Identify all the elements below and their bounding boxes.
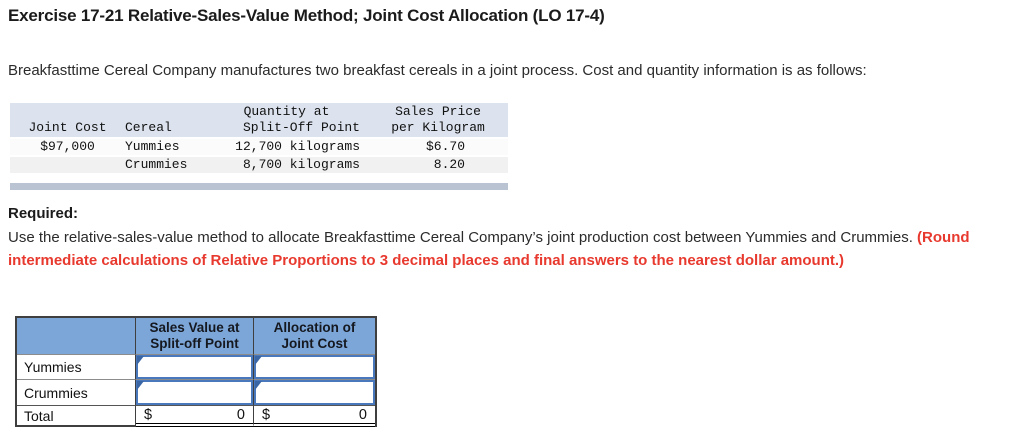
required-text-rounding-note: (Round intermediate calculations of Rela… [8, 229, 970, 269]
currency-symbol: $ [144, 406, 153, 423]
cell-crummies-allocation [254, 379, 375, 405]
allocation-worksheet-table: Sales Value at Split-off Point Allocatio… [15, 316, 377, 427]
joint-cost-value: $97,000 [40, 139, 95, 154]
cost-row-crummies: Crummies 8,700 kilograms 8.20 [10, 155, 508, 173]
total-allocation-value: 0 [358, 406, 367, 423]
input-sales-value-yummies[interactable] [136, 355, 253, 379]
cost-table-footer-band [10, 183, 508, 190]
required-text-normal: Use the relative-sales-value method to a… [8, 229, 918, 246]
input-sales-value-crummies[interactable] [136, 380, 253, 405]
col-header-cereal: Cereal [125, 120, 172, 135]
price-value: 8.20 [433, 157, 465, 172]
col-header-joint-cost: Joint Cost [28, 120, 107, 135]
worksheet-header-sales-value: Sales Value at Split-off Point [136, 318, 254, 354]
col-header-quantity-line1: Quantity at [243, 104, 330, 119]
cereal-name: Yummies [125, 139, 180, 154]
col-header-quantity-line2: Split-Off Point [242, 120, 360, 135]
cereal-name: Crummies [125, 157, 188, 172]
total-allocation-cell: $ 0 [254, 405, 375, 427]
quantity-value: 12,700 kilograms [235, 139, 360, 154]
price-value: $6.70 [425, 139, 465, 154]
cost-row-yummies: $97,000 Yummies 12,700 kilograms $6.70 [10, 137, 508, 155]
row-label-total: Total [17, 405, 136, 427]
cell-yummies-allocation [254, 354, 375, 379]
cell-yummies-sales-value [136, 354, 254, 379]
col-header-price-line1: Sales Price [395, 104, 481, 119]
worksheet-header-empty [17, 318, 136, 354]
currency-symbol: $ [262, 406, 271, 423]
worksheet-header-allocation: Allocation of Joint Cost [254, 318, 375, 354]
cost-table-header: Joint Cost Cereal Quantity at Split-Off … [10, 103, 508, 137]
quantity-value: 8,700 kilograms [242, 157, 360, 172]
cost-info-table: Joint Cost Cereal Quantity at Split-Off … [10, 103, 508, 190]
page-title: Exercise 17-21 Relative-Sales-Value Meth… [8, 6, 605, 25]
total-sales-value-cell: $ 0 [136, 405, 254, 427]
input-allocation-yummies[interactable] [254, 355, 375, 379]
joint-cost-value [10, 157, 125, 173]
cell-crummies-sales-value [136, 379, 254, 405]
col-header-price-line2: per Kilogram [391, 120, 485, 135]
intro-paragraph: Breakfasttime Cereal Company manufacture… [8, 62, 867, 79]
row-label-crummies: Crummies [17, 379, 136, 405]
total-sales-value: 0 [236, 406, 245, 423]
required-instructions: Use the relative-sales-value method to a… [8, 226, 1016, 272]
row-label-yummies: Yummies [17, 354, 136, 379]
cost-table-gap [10, 173, 508, 183]
required-label: Required: [8, 205, 79, 222]
input-allocation-crummies[interactable] [254, 380, 375, 405]
